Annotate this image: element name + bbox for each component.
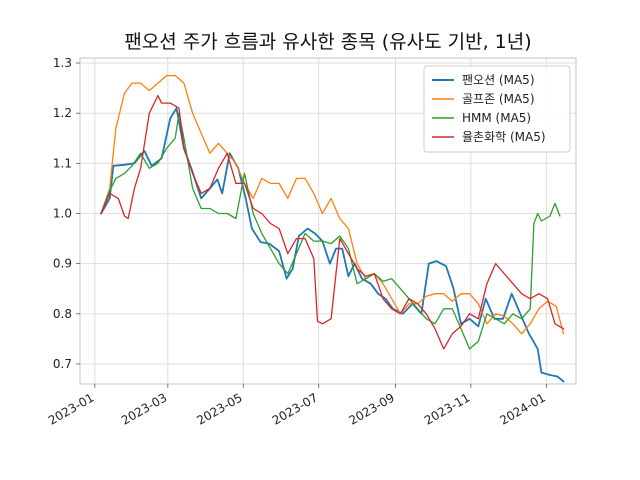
series-line-3 [100, 112, 561, 350]
y-tick-label: 1.0 [53, 206, 72, 220]
y-tick-label: 1.1 [53, 156, 72, 170]
legend-box [423, 65, 571, 153]
y-tick-label: 0.7 [53, 357, 72, 371]
y-tick-label: 1.2 [53, 106, 72, 120]
legend: 팬오션 (MA5) 골프존 (MA5) HMM (MA5) 율촌화학 (MA5) [423, 65, 571, 153]
y-tick-label: 1.3 [53, 56, 72, 70]
legend-label: HMM (MA5) [462, 111, 531, 125]
chart-title: 팬오션 주가 흐름과 유사한 종목 (유사도 기반, 1년) [124, 31, 531, 53]
legend-label: 팬오션 (MA5) [462, 73, 535, 87]
series-line-2 [100, 74, 565, 335]
legend-label: 율촌화학 (MA5) [462, 130, 546, 144]
grid [80, 58, 576, 384]
x-tick-label: 2023-11 [422, 390, 472, 427]
x-tick-label: 2023-09 [346, 390, 396, 427]
y-tick-label: 0.9 [53, 257, 72, 271]
plot-area-frame [79, 57, 577, 385]
y-tick-label: 0.8 [53, 307, 72, 321]
x-tick-label: 2023-01 [46, 390, 96, 427]
x-tick-label: 2024-01 [497, 390, 547, 427]
x-tick-label: 2023-05 [194, 390, 244, 427]
y-axis: 0.7 0.8 0.9 1.0 1.1 1.2 1.3 [53, 56, 80, 371]
x-tick-label: 2023-03 [119, 390, 169, 427]
x-axis: 2023-01 2023-03 2023-05 2023-07 2023-09 2023-… [46, 384, 548, 428]
legend-label: 골프존 (MA5) [462, 92, 535, 106]
series-lines [100, 74, 565, 383]
series-line-4 [100, 94, 565, 350]
x-tick-label: 2023-07 [270, 390, 320, 427]
